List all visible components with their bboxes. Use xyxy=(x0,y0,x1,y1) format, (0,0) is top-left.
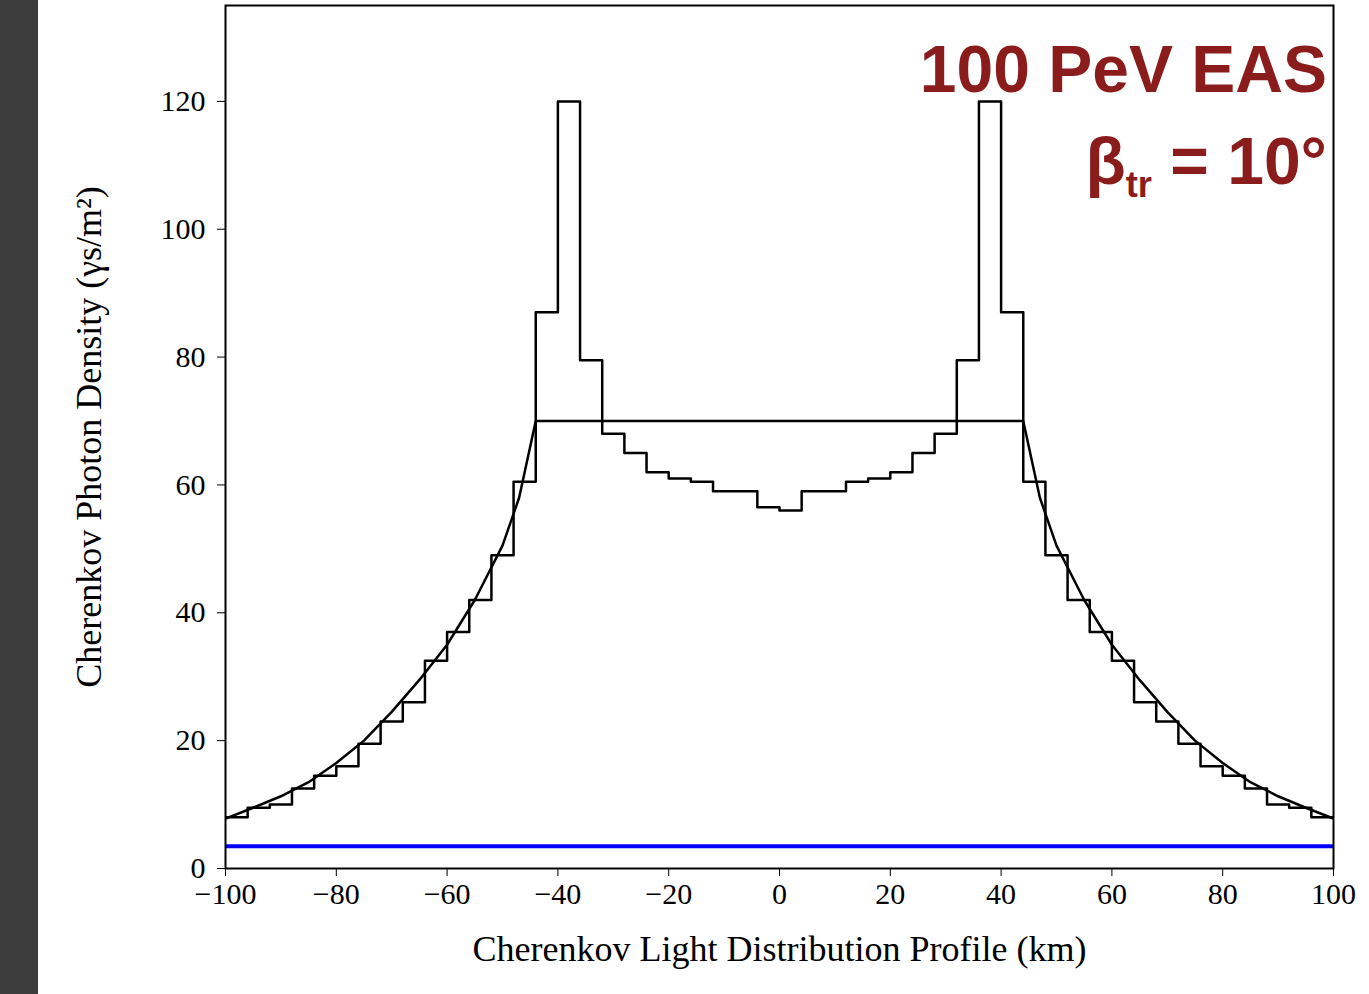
svg-text:0: 0 xyxy=(772,877,787,910)
svg-text:40: 40 xyxy=(986,877,1016,910)
svg-text:60: 60 xyxy=(1097,877,1127,910)
svg-text:100 PeV EAS: 100 PeV EAS xyxy=(920,32,1327,106)
svg-text:120: 120 xyxy=(161,84,206,117)
svg-text:20: 20 xyxy=(176,723,206,756)
svg-text:40: 40 xyxy=(176,595,206,628)
svg-text:20: 20 xyxy=(875,877,905,910)
svg-text:−20: −20 xyxy=(645,877,692,910)
svg-text:Cherenkov Photon Density (γs/m: Cherenkov Photon Density (γs/m²) xyxy=(69,186,109,688)
svg-text:100: 100 xyxy=(161,212,206,245)
svg-text:60: 60 xyxy=(176,468,206,501)
svg-text:0: 0 xyxy=(191,851,206,884)
svg-text:−60: −60 xyxy=(424,877,471,910)
svg-text:βtr = 10°: βtr = 10° xyxy=(1085,124,1327,205)
svg-text:80: 80 xyxy=(176,340,206,373)
svg-text:−40: −40 xyxy=(534,877,581,910)
svg-text:−80: −80 xyxy=(313,877,360,910)
svg-text:−100: −100 xyxy=(194,876,257,910)
svg-text:100: 100 xyxy=(1311,877,1356,910)
svg-text:80: 80 xyxy=(1208,877,1238,910)
svg-text:Cherenkov Light Distribution P: Cherenkov Light Distribution Profile (km… xyxy=(473,929,1087,969)
